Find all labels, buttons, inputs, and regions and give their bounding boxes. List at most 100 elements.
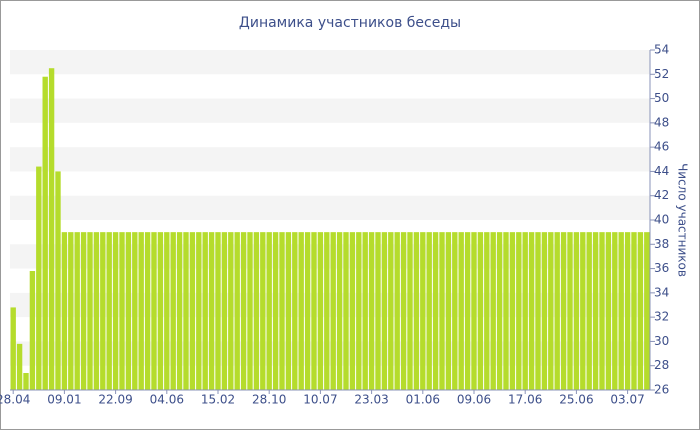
bar: [260, 232, 266, 390]
bar: [132, 232, 138, 390]
bar: [420, 232, 426, 390]
bar: [279, 232, 285, 390]
bar: [637, 232, 644, 390]
bar: [452, 232, 458, 390]
bar: [189, 232, 196, 390]
bar: [324, 232, 330, 390]
bar: [10, 307, 16, 390]
bar: [74, 232, 80, 390]
bar: [554, 232, 560, 390]
bar: [426, 232, 432, 390]
bar: [272, 232, 279, 390]
bar: [484, 232, 490, 390]
bar: [413, 232, 420, 390]
x-tick-label: 01.06: [406, 393, 440, 407]
bar: [176, 232, 183, 390]
bar: [624, 232, 631, 390]
x-tick-label: 09.06: [457, 393, 491, 407]
y-tick-label: 44: [654, 164, 669, 178]
bar: [215, 232, 221, 390]
bar: [618, 232, 624, 390]
x-tick-label: 03.07: [610, 393, 644, 407]
bar: [36, 166, 42, 390]
bar: [580, 232, 586, 390]
bar: [400, 232, 407, 390]
bar: [48, 68, 55, 390]
bar: [356, 232, 362, 390]
y-tick-label: 42: [654, 188, 669, 202]
bar: [394, 232, 400, 390]
grid-band: [10, 195, 650, 220]
bar: [202, 232, 208, 390]
y-tick-label: 54: [654, 43, 669, 57]
bar: [112, 232, 119, 390]
bar: [292, 232, 298, 390]
grid-band: [10, 147, 650, 172]
bar: [509, 232, 516, 390]
x-tick-label: 22.09: [98, 393, 132, 407]
bar: [80, 232, 87, 390]
bar: [221, 232, 228, 390]
bar: [23, 373, 29, 390]
y-tick-label: 32: [654, 310, 669, 324]
bar: [496, 232, 503, 390]
x-tick-label: 28.04: [0, 393, 30, 407]
bar: [247, 232, 253, 390]
bar: [362, 232, 368, 390]
bar: [234, 232, 240, 390]
bar: [93, 232, 100, 390]
y-tick-label: 52: [654, 67, 669, 81]
bar: [125, 232, 132, 390]
bar: [164, 232, 170, 390]
bar: [285, 232, 292, 390]
bar: [490, 232, 496, 390]
bar: [388, 232, 394, 390]
bar: [477, 232, 484, 390]
bar: [605, 232, 612, 390]
bar: [87, 232, 93, 390]
bar: [368, 232, 375, 390]
bar: [573, 232, 580, 390]
y-tick-label: 40: [654, 213, 669, 227]
bar: [528, 232, 535, 390]
x-tick-label: 10.07: [303, 393, 337, 407]
bar: [612, 232, 618, 390]
y-tick-label: 30: [654, 334, 669, 348]
bar: [535, 232, 541, 390]
bar: [42, 76, 48, 390]
bar: [471, 232, 477, 390]
bar: [407, 232, 413, 390]
bar: [208, 232, 215, 390]
x-tick-label: 25.06: [559, 393, 593, 407]
x-tick-label: 15.02: [201, 393, 235, 407]
y-tick-label: 28: [654, 358, 669, 372]
bar: [240, 232, 247, 390]
bar: [196, 232, 202, 390]
bar: [68, 232, 74, 390]
bar: [631, 232, 637, 390]
y-tick-label: 38: [654, 237, 669, 251]
bar: [330, 232, 336, 390]
bar: [100, 232, 106, 390]
bar: [458, 232, 464, 390]
bar: [317, 232, 324, 390]
bar: [298, 232, 304, 390]
grid-band: [10, 98, 650, 123]
bar: [183, 232, 189, 390]
y-tick-label: 48: [654, 115, 669, 129]
bar: [445, 232, 452, 390]
bar: [266, 232, 272, 390]
bar: [592, 232, 599, 390]
bar: [464, 232, 471, 390]
bar: [567, 232, 573, 390]
y-axis-label: Число участников: [676, 163, 690, 277]
grid-band: [10, 50, 650, 75]
y-tick-label: 50: [654, 91, 669, 105]
bar: [157, 232, 164, 390]
bar: [586, 232, 592, 390]
bar: [541, 232, 548, 390]
y-tick-label: 34: [654, 285, 669, 299]
bar: [343, 232, 349, 390]
x-tick-label: 28.10: [252, 393, 286, 407]
y-tick-label: 26: [654, 383, 669, 397]
